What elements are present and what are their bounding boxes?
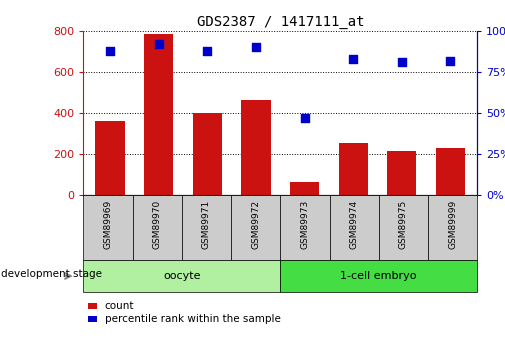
Point: [349, 56, 357, 62]
Bar: [290, 181, 319, 195]
FancyBboxPatch shape: [231, 195, 280, 260]
Text: GSM89999: GSM89999: [448, 200, 457, 249]
Point: [106, 48, 114, 53]
FancyBboxPatch shape: [132, 195, 182, 260]
Bar: [339, 143, 368, 195]
FancyBboxPatch shape: [83, 195, 132, 260]
Point: [155, 41, 163, 47]
Text: development stage: development stage: [1, 269, 102, 279]
Bar: [193, 113, 222, 195]
Text: 1-cell embryo: 1-cell embryo: [340, 271, 417, 281]
Point: [300, 115, 309, 121]
FancyBboxPatch shape: [280, 260, 477, 292]
Point: [398, 59, 406, 65]
Bar: [241, 100, 271, 195]
Text: GSM89974: GSM89974: [349, 200, 359, 249]
Text: GSM89971: GSM89971: [202, 200, 211, 249]
Text: count: count: [105, 301, 134, 311]
Bar: [95, 121, 125, 195]
Bar: [88, 303, 97, 309]
Text: oocyte: oocyte: [163, 271, 200, 281]
Bar: [88, 316, 97, 322]
Point: [204, 48, 212, 53]
Bar: [387, 151, 417, 195]
Point: [446, 58, 454, 63]
FancyBboxPatch shape: [280, 195, 329, 260]
FancyBboxPatch shape: [379, 195, 428, 260]
Title: GDS2387 / 1417111_at: GDS2387 / 1417111_at: [196, 14, 364, 29]
FancyBboxPatch shape: [428, 195, 477, 260]
Text: GSM89973: GSM89973: [300, 200, 310, 249]
Text: percentile rank within the sample: percentile rank within the sample: [105, 314, 280, 324]
Text: GSM89970: GSM89970: [153, 200, 162, 249]
Text: GSM89972: GSM89972: [251, 200, 260, 249]
Bar: [436, 148, 465, 195]
Point: [252, 45, 260, 50]
FancyBboxPatch shape: [329, 195, 379, 260]
Text: GSM89975: GSM89975: [399, 200, 408, 249]
FancyBboxPatch shape: [182, 195, 231, 260]
Text: GSM89969: GSM89969: [104, 200, 113, 249]
Bar: [144, 34, 173, 195]
FancyBboxPatch shape: [83, 260, 280, 292]
